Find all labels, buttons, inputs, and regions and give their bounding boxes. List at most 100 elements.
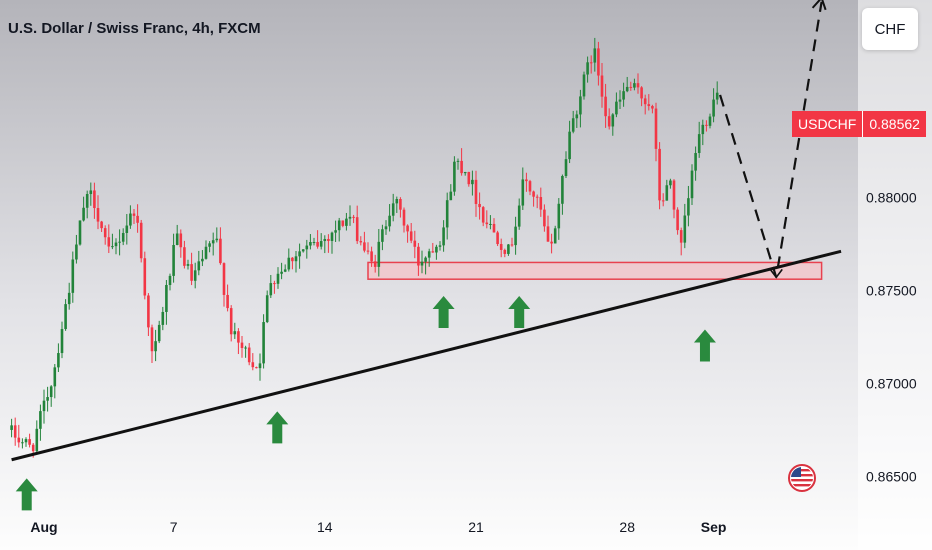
candle [237,328,240,355]
candle [388,204,391,232]
candle [485,210,489,229]
candle [647,94,651,111]
candle [532,190,535,207]
candle [399,197,402,218]
candle [672,179,676,219]
candle [161,306,165,331]
x-tick-label: 7 [170,519,178,535]
candle [615,92,618,118]
candle [561,174,564,215]
candle [316,230,319,249]
candle [406,224,409,243]
candle [193,262,197,289]
candle [697,121,701,158]
candle [489,215,492,230]
candle [298,243,301,269]
candle [643,94,647,115]
candle [219,227,222,265]
candle [42,389,46,424]
candle [463,171,467,176]
candle [478,192,481,220]
support-zone[interactable] [367,261,823,280]
candle [319,233,323,250]
x-tick-label: Sep [701,519,727,535]
candle [604,83,607,128]
candle [100,220,103,232]
candle [453,156,456,196]
candle [658,142,661,210]
candle [431,242,435,253]
candle [46,386,49,412]
candle [168,273,172,291]
candle [147,293,150,336]
candle [579,89,582,128]
candle [633,78,636,91]
candle [690,164,694,205]
candle [546,215,550,242]
candle [17,424,21,448]
candle [492,218,496,233]
candle [712,88,715,123]
candle [179,229,183,258]
candle [391,193,395,222]
candle [258,353,262,381]
candle [107,224,111,254]
candle [517,198,521,230]
candle [165,279,168,325]
candle [312,237,316,246]
candle [341,220,345,228]
ascending-trendline[interactable] [11,249,842,462]
candle [204,240,208,260]
candle [67,282,71,310]
currency-button[interactable]: CHF [862,8,918,50]
candle [143,251,147,300]
candle [208,241,211,253]
candle [694,146,697,181]
candle [395,196,399,213]
candle [575,110,579,128]
candle [197,250,201,276]
candle [352,214,355,224]
candle [53,364,57,399]
candle [471,170,474,196]
y-tick-label: 0.86500 [866,468,917,484]
candle [514,216,517,255]
y-tick-label: 0.88000 [866,189,917,205]
candle [125,214,129,245]
candle [280,262,283,280]
candle [49,385,53,407]
candle [460,148,463,176]
candle [71,251,75,303]
candle [337,217,341,242]
candle [507,244,510,256]
candle [597,41,600,86]
candle [35,420,39,454]
price-tag-symbol: USDCHF [792,111,864,137]
candle [589,55,593,74]
candle [215,227,219,243]
candle [622,82,625,107]
candle [287,248,291,272]
candle [654,102,658,162]
candle [550,233,553,254]
candle [438,241,442,251]
candle [150,324,154,364]
candle [445,192,449,240]
candle [705,120,708,132]
chart-title: U.S. Dollar / Swiss Franc, 4h, FXCM [8,20,261,37]
candle [345,212,348,231]
candle [636,73,640,94]
candle [262,314,265,369]
last-price-tag: USDCHF 0.88562 [792,111,926,137]
candle [154,329,157,362]
candle [373,254,377,273]
candle [330,231,334,254]
x-tick-label: 21 [468,519,484,535]
candle [564,151,568,179]
candle [687,185,690,227]
candle [629,81,633,91]
candle [139,219,143,263]
candle [240,335,244,358]
